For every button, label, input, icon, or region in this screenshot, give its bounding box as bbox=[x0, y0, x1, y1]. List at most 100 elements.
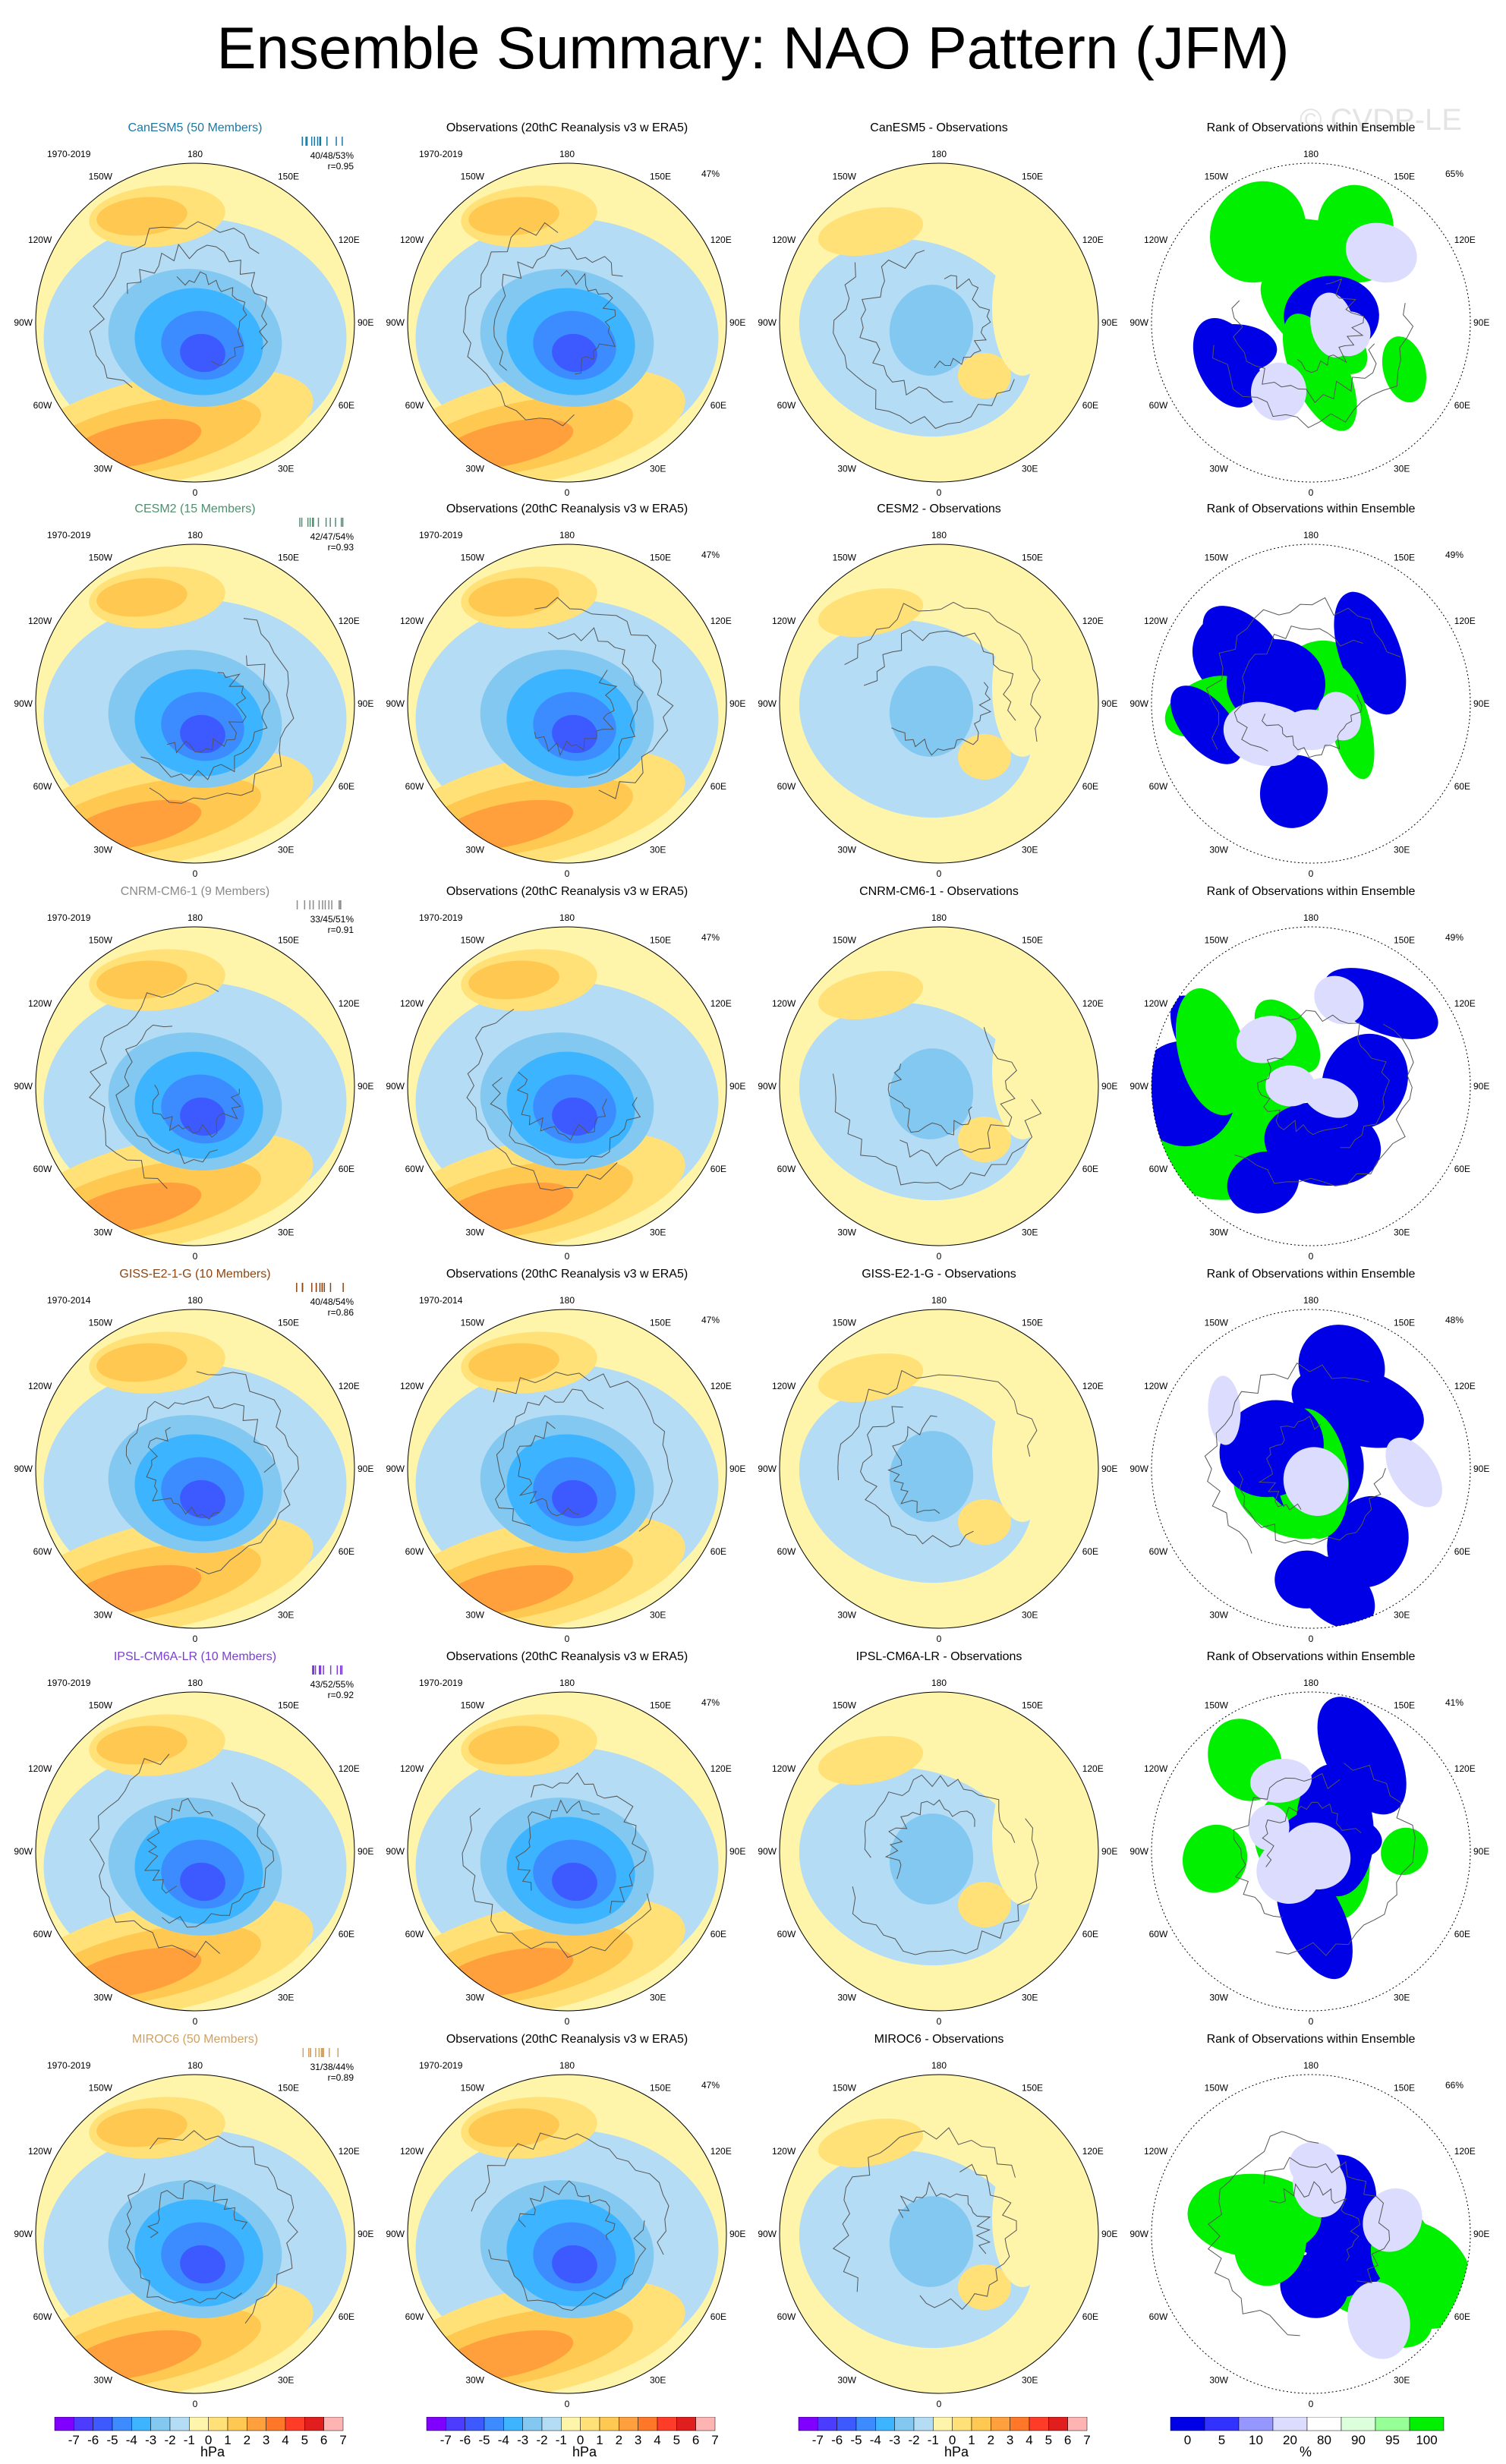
map-field bbox=[408, 1309, 726, 1628]
coastline bbox=[125, 1371, 299, 1574]
colorbar-tick: -5 bbox=[478, 2433, 490, 2447]
map-label-ul1: 150W bbox=[461, 2082, 485, 2093]
map-label-bottom: 0 bbox=[1309, 1251, 1314, 1262]
pct-variance: 31/38/44% bbox=[310, 2062, 354, 2072]
colorbar-tick: 10 bbox=[1249, 2433, 1263, 2447]
map-label-ul1: 150W bbox=[833, 934, 857, 945]
map-label-right: 90E bbox=[729, 2229, 745, 2239]
mid-rank-region bbox=[1250, 1758, 1312, 1803]
panel-title: CESM2 - Observations bbox=[877, 503, 1001, 515]
colorbar-swatch bbox=[580, 2417, 600, 2431]
map-label-ll2: 30W bbox=[93, 464, 112, 474]
pct-variance: 42/47/54% bbox=[310, 531, 354, 542]
map-label-ul2: 120W bbox=[772, 1381, 796, 1391]
map-label-ll2: 30W bbox=[465, 845, 484, 855]
coastline bbox=[833, 1027, 1042, 1190]
variance-stats: 40/48/54% r=0.86 bbox=[310, 1297, 354, 1318]
panel-title: IPSL-CM6A-LR (10 Members) bbox=[113, 1650, 277, 1663]
polar-map: 180 0 90W 90E 150W 150E 120W 120E 60W 60E 30W 30E bbox=[758, 1678, 1117, 2027]
map-panel-diff: MIROC6 - Observations 180 0 90W 90E 150W 150E 1… bbox=[753, 2033, 1125, 2412]
map-label-left: 90W bbox=[1130, 317, 1148, 328]
map-panel-diff: CanESM5 - Observations 180 0 90W 90E 150W 150E… bbox=[753, 121, 1125, 501]
map-label-ul2: 120W bbox=[400, 1381, 424, 1391]
rank-pct: 65% bbox=[1445, 169, 1463, 179]
panel-title: Rank of Observations within Ensemble bbox=[1206, 2033, 1416, 2046]
map-panel-rank: Rank of Observations within Ensemble 180 0… bbox=[1125, 503, 1497, 882]
panel-title: Observations (20thC Reanalysis v3 w ERA5… bbox=[446, 121, 688, 134]
coastline bbox=[89, 221, 268, 388]
polar-map: 180 0 90W 90E 150W 150E 120W 120E 60W 60E 30W 30E bbox=[386, 149, 745, 498]
map-panel-obs: Observations (20thC Reanalysis v3 w ERA5… bbox=[381, 121, 753, 501]
contour-region bbox=[992, 239, 1053, 376]
map-label-lr1: 60E bbox=[1454, 781, 1470, 792]
coastline bbox=[125, 2130, 298, 2324]
map-label-ul1: 150W bbox=[1205, 2082, 1229, 2093]
map-label-ll2: 30W bbox=[1209, 2375, 1228, 2386]
map-field bbox=[36, 544, 354, 863]
colorbar-tick: 6 bbox=[320, 2433, 327, 2447]
map-label-top: 180 bbox=[931, 530, 947, 540]
map-label-ur2: 120E bbox=[1454, 2146, 1476, 2157]
colorbar-tick: -7 bbox=[68, 2433, 80, 2447]
map-panel-obs: Observations (20thC Reanalysis v3 w ERA5… bbox=[381, 885, 753, 1265]
polar-map: 180 0 90W 90E 150W 150E 120W 120E 60W 60E 30W 30E bbox=[758, 2060, 1117, 2409]
panel-title: IPSL-CM6A-LR - Observations bbox=[855, 1650, 1022, 1663]
map-label-ul2: 120W bbox=[772, 616, 796, 626]
arctic-low-core bbox=[180, 2245, 225, 2284]
colorbar-swatch bbox=[855, 2417, 876, 2431]
coastline bbox=[1233, 1763, 1416, 1956]
map-label-right: 90E bbox=[1101, 2229, 1117, 2239]
colorbar-tick: 95 bbox=[1385, 2433, 1400, 2447]
colorbar-swatch bbox=[1238, 2417, 1274, 2431]
colorbar-swatch bbox=[522, 2417, 543, 2431]
member-rug-plot bbox=[301, 137, 343, 146]
polar-map: 180 0 90W 90E 150W 150E 120W 120E 60W 60E 30W 30E bbox=[1130, 2060, 1489, 2409]
mid-rank-region bbox=[1289, 2141, 1341, 2190]
map-label-ur1: 150E bbox=[650, 934, 671, 945]
map-border bbox=[35, 1691, 355, 2012]
colorbar-tick: 2 bbox=[244, 2433, 250, 2447]
map-label-lr2: 30E bbox=[1022, 464, 1038, 474]
panel-title: CNRM-CM6-1 - Observations bbox=[859, 885, 1019, 898]
colorbar-swatch bbox=[227, 2417, 247, 2431]
map-label-top: 180 bbox=[1303, 1295, 1319, 1306]
positive-anomaly bbox=[818, 2119, 924, 2167]
period-label: 1970-2019 bbox=[419, 149, 463, 159]
colorbar-swatch bbox=[836, 2417, 857, 2431]
map-label-ll2: 30W bbox=[93, 1610, 112, 1621]
member-rug-plot bbox=[302, 2048, 339, 2057]
map-label-top: 180 bbox=[187, 1295, 203, 1306]
map-label-top: 180 bbox=[1303, 1678, 1319, 1688]
colorbar-swatch bbox=[638, 2417, 658, 2431]
map-label-right: 90E bbox=[358, 317, 373, 328]
rank-field bbox=[1152, 1309, 1470, 1628]
rank-pct: 48% bbox=[1445, 1315, 1463, 1325]
map-border bbox=[779, 544, 1099, 864]
map-label-ll1: 60W bbox=[777, 1164, 796, 1174]
colorbar-swatch bbox=[131, 2417, 151, 2431]
polar-map: 180 0 90W 90E 150W 150E 120W 120E 60W 60E 30W 30E bbox=[386, 1295, 745, 1644]
map-label-ul1: 150W bbox=[461, 934, 485, 945]
colorbar-tick: 5 bbox=[673, 2433, 680, 2447]
map-label-bottom: 0 bbox=[937, 868, 942, 879]
period-label: 1970-2014 bbox=[419, 1295, 463, 1306]
pattern-correlation: r=0.91 bbox=[327, 925, 354, 935]
colorbar-tick: -6 bbox=[831, 2433, 843, 2447]
map-label-ll2: 30W bbox=[1209, 1227, 1228, 1238]
map-label-ll1: 60W bbox=[405, 400, 424, 411]
contour-region bbox=[992, 1768, 1053, 1905]
map-label-ur1: 150E bbox=[650, 1317, 671, 1328]
colorbar-swatch bbox=[541, 2417, 562, 2431]
map-label-ul2: 120W bbox=[28, 235, 52, 245]
map-label-lr2: 30E bbox=[650, 1227, 666, 1238]
map-label-lr2: 30E bbox=[278, 1610, 294, 1621]
coastline bbox=[493, 1372, 673, 1532]
map-label-ur1: 150E bbox=[278, 1317, 299, 1328]
panel-title: CNRM-CM6-1 (9 Members) bbox=[120, 885, 270, 898]
member-rug-plot bbox=[312, 1665, 343, 1675]
map-label-ll2: 30W bbox=[837, 1227, 856, 1238]
colorbar-swatch bbox=[561, 2417, 581, 2431]
colorbar-tick: 0 bbox=[1184, 2433, 1191, 2447]
colorbar-tick: 80 bbox=[1317, 2433, 1331, 2447]
colorbar-swatch bbox=[266, 2417, 286, 2431]
